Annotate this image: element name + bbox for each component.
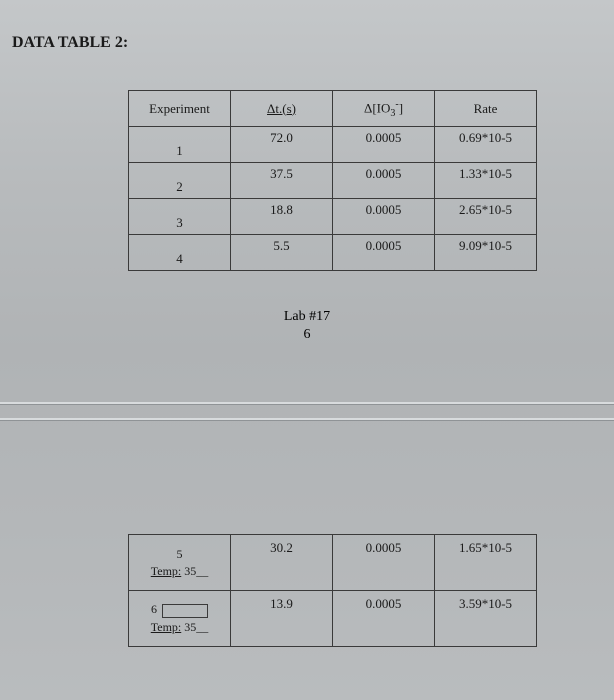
cell-dio3: 0.0005 (333, 163, 435, 199)
col-header-delta-t: Δt.(s) (231, 91, 333, 127)
cell-exp: 6 (151, 602, 157, 616)
cell-rate: 1.33*10-5 (435, 163, 537, 199)
data-table-heading: DATA TABLE 2: (12, 34, 128, 52)
cell-exp: 3 (129, 199, 231, 235)
cell-rate: 0.69*10-5 (435, 127, 537, 163)
cell-dio3: 0.0005 (333, 535, 435, 591)
lab-note-line1: Lab #17 (284, 309, 330, 324)
cell-exp-temp: 5 Temp: 35__ (129, 535, 231, 591)
table-row: 1 72.0 0.0005 0.69*10-5 (129, 127, 537, 163)
table-row: 5 Temp: 35__ 30.2 0.0005 1.65*10-5 (129, 535, 537, 591)
temp-value: 35 (184, 620, 196, 634)
experiment-table-2: 5 Temp: 35__ 30.2 0.0005 1.65*10-5 6 Tem… (128, 534, 537, 647)
blank-slot (162, 604, 208, 618)
table-row: 2 37.5 0.0005 1.33*10-5 (129, 163, 537, 199)
cell-dt: 37.5 (231, 163, 333, 199)
cell-dt: 30.2 (231, 535, 333, 591)
col-header-delta-io3: Δ[IO3-] (333, 91, 435, 127)
cell-exp: 1 (129, 127, 231, 163)
cell-dio3: 0.0005 (333, 235, 435, 271)
temp-value: 35 (184, 564, 196, 578)
table-header-row: Experiment Δt.(s) Δ[IO3-] Rate (129, 91, 537, 127)
cell-dio3: 0.0005 (333, 127, 435, 163)
table-row: 3 18.8 0.0005 2.65*10-5 (129, 199, 537, 235)
page-divider (0, 418, 614, 420)
cell-rate: 2.65*10-5 (435, 199, 537, 235)
cell-exp-temp: 6 Temp: 35__ (129, 591, 231, 647)
cell-exp: 5 (133, 547, 226, 562)
table-row: 4 5.5 0.0005 9.09*10-5 (129, 235, 537, 271)
col-header-rate: Rate (435, 91, 537, 127)
lab-note: Lab #17 6 (0, 308, 614, 343)
temp-label: Temp: (151, 564, 182, 578)
cell-exp: 4 (129, 235, 231, 271)
table-row: 6 Temp: 35__ 13.9 0.0005 3.59*10-5 (129, 591, 537, 647)
lab-note-line2: 6 (304, 327, 311, 342)
cell-exp: 2 (129, 163, 231, 199)
page-divider (0, 402, 614, 404)
cell-dt: 18.8 (231, 199, 333, 235)
page: DATA TABLE 2: Experiment Δt.(s) Δ[IO3-] … (0, 0, 614, 700)
cell-dt: 72.0 (231, 127, 333, 163)
cell-dt: 5.5 (231, 235, 333, 271)
cell-rate: 1.65*10-5 (435, 535, 537, 591)
cell-rate: 3.59*10-5 (435, 591, 537, 647)
experiment-table: Experiment Δt.(s) Δ[IO3-] Rate 1 72.0 0.… (128, 90, 537, 271)
cell-dio3: 0.0005 (333, 591, 435, 647)
cell-rate: 9.09*10-5 (435, 235, 537, 271)
cell-dt: 13.9 (231, 591, 333, 647)
temp-label: Temp: (151, 620, 182, 634)
cell-dio3: 0.0005 (333, 199, 435, 235)
col-header-experiment: Experiment (129, 91, 231, 127)
